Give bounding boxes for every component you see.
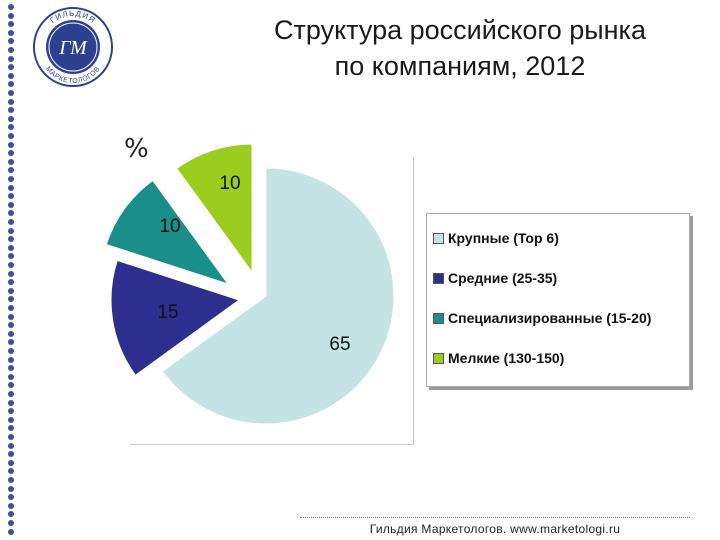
decorative-dot	[8, 12, 14, 19]
decorative-dot	[8, 468, 14, 475]
decorative-dot	[8, 227, 14, 234]
decorative-dot	[8, 158, 14, 165]
legend-label: Мелкие (130-150)	[448, 350, 565, 366]
decorative-dot	[8, 270, 14, 277]
legend-item: Специализированные (15-20)	[433, 308, 651, 328]
decorative-dot	[8, 459, 14, 466]
decorative-dot	[8, 502, 14, 509]
plot-area-frame	[130, 157, 414, 445]
decorative-dot	[8, 29, 14, 36]
legend-swatch	[433, 272, 444, 284]
decorative-dot	[8, 477, 14, 483]
decorative-dot	[8, 90, 14, 96]
decorative-dot	[8, 330, 14, 337]
decorative-dot	[8, 339, 14, 346]
decorative-dot	[8, 47, 14, 53]
decorative-dot	[8, 107, 14, 114]
decorative-dot	[8, 408, 14, 415]
unit-label: %	[124, 134, 149, 164]
decorative-dot	[8, 176, 14, 182]
decorative-dot	[8, 38, 14, 45]
decorative-dot	[8, 150, 14, 157]
decorative-dot	[8, 4, 14, 10]
decorative-dot	[8, 72, 14, 79]
decorative-dot	[8, 451, 14, 458]
decorative-dot	[8, 287, 14, 294]
decorative-dot	[8, 511, 14, 518]
decorative-dot	[8, 193, 14, 200]
pie-data-label-3: 10	[219, 173, 240, 194]
decorative-dot	[8, 305, 14, 311]
decorative-dot	[8, 356, 14, 363]
decorative-dot	[8, 184, 14, 191]
decorative-dot	[8, 141, 14, 148]
decorative-dot	[8, 425, 14, 432]
pie-slice-3	[176, 143, 253, 274]
decorative-dot	[8, 55, 14, 62]
decorative-dot	[8, 296, 14, 303]
decorative-dot	[8, 279, 14, 286]
footer-divider	[300, 517, 690, 518]
decorative-dot	[8, 253, 14, 260]
legend-label: Специализированные (15-20)	[448, 310, 652, 326]
decorative-dot	[8, 434, 14, 440]
legend-swatch	[433, 232, 444, 244]
pie-slice-1	[110, 259, 241, 376]
pie-data-label-2: 10	[159, 216, 180, 237]
decorative-dot	[8, 236, 14, 243]
footer-text: Гильдия Маркетологов. www.marketologi.ru	[369, 522, 621, 536]
decorative-dot	[8, 416, 14, 423]
title-line-2: по компаниям, 2012	[334, 51, 586, 81]
legend-label: Крупные (Top 6)	[448, 230, 559, 246]
title-line-1: Структура российского рынка	[274, 15, 646, 45]
decorative-dot	[8, 64, 14, 71]
decorative-dot	[8, 81, 14, 88]
decorative-dot	[8, 485, 14, 492]
decorative-dot	[8, 115, 14, 122]
pie-data-label-1: 15	[157, 302, 178, 323]
page-title: Структура российского рынка по компаниям…	[190, 12, 720, 84]
decorative-dot	[8, 133, 14, 139]
decorative-dot	[8, 365, 14, 372]
decorative-dot	[8, 262, 14, 268]
decorative-dot	[8, 322, 14, 329]
decorative-dot	[8, 124, 14, 131]
decorative-dot	[8, 98, 14, 105]
decorative-dot	[8, 391, 14, 397]
decorative-dot-column	[0, 0, 22, 540]
guild-logo: ГИЛЬДИЯ МАРКЕТОЛОГОВ ГМ	[33, 7, 113, 87]
decorative-dot	[8, 210, 14, 217]
decorative-dot	[8, 528, 14, 535]
decorative-dot	[8, 244, 14, 251]
decorative-dot	[8, 21, 14, 28]
decorative-dot	[8, 373, 14, 380]
decorative-dot	[8, 399, 14, 406]
decorative-dot	[8, 520, 14, 526]
decorative-dot	[8, 382, 14, 389]
decorative-dot	[8, 313, 14, 320]
decorative-dot	[8, 201, 14, 208]
legend-item: Мелкие (130-150)	[433, 348, 564, 368]
legend-item: Средние (25-35)	[433, 268, 557, 288]
decorative-dot	[8, 219, 14, 225]
decorative-dot	[8, 442, 14, 449]
decorative-dot	[8, 167, 14, 174]
legend-label: Средние (25-35)	[448, 270, 558, 286]
legend-swatch	[433, 352, 444, 364]
chart-legend: Крупные (Top 6) Средние (25-35) Специализи…	[426, 213, 690, 387]
pie-slice-0	[161, 167, 395, 425]
decorative-dot	[8, 348, 14, 354]
legend-item: Крупные (Top 6)	[433, 228, 559, 248]
decorative-dot	[8, 494, 14, 501]
legend-swatch	[433, 312, 444, 324]
pie-slice-2	[105, 179, 230, 285]
logo-monogram: ГМ	[58, 37, 88, 59]
pie-data-label-0: 65	[329, 334, 350, 355]
